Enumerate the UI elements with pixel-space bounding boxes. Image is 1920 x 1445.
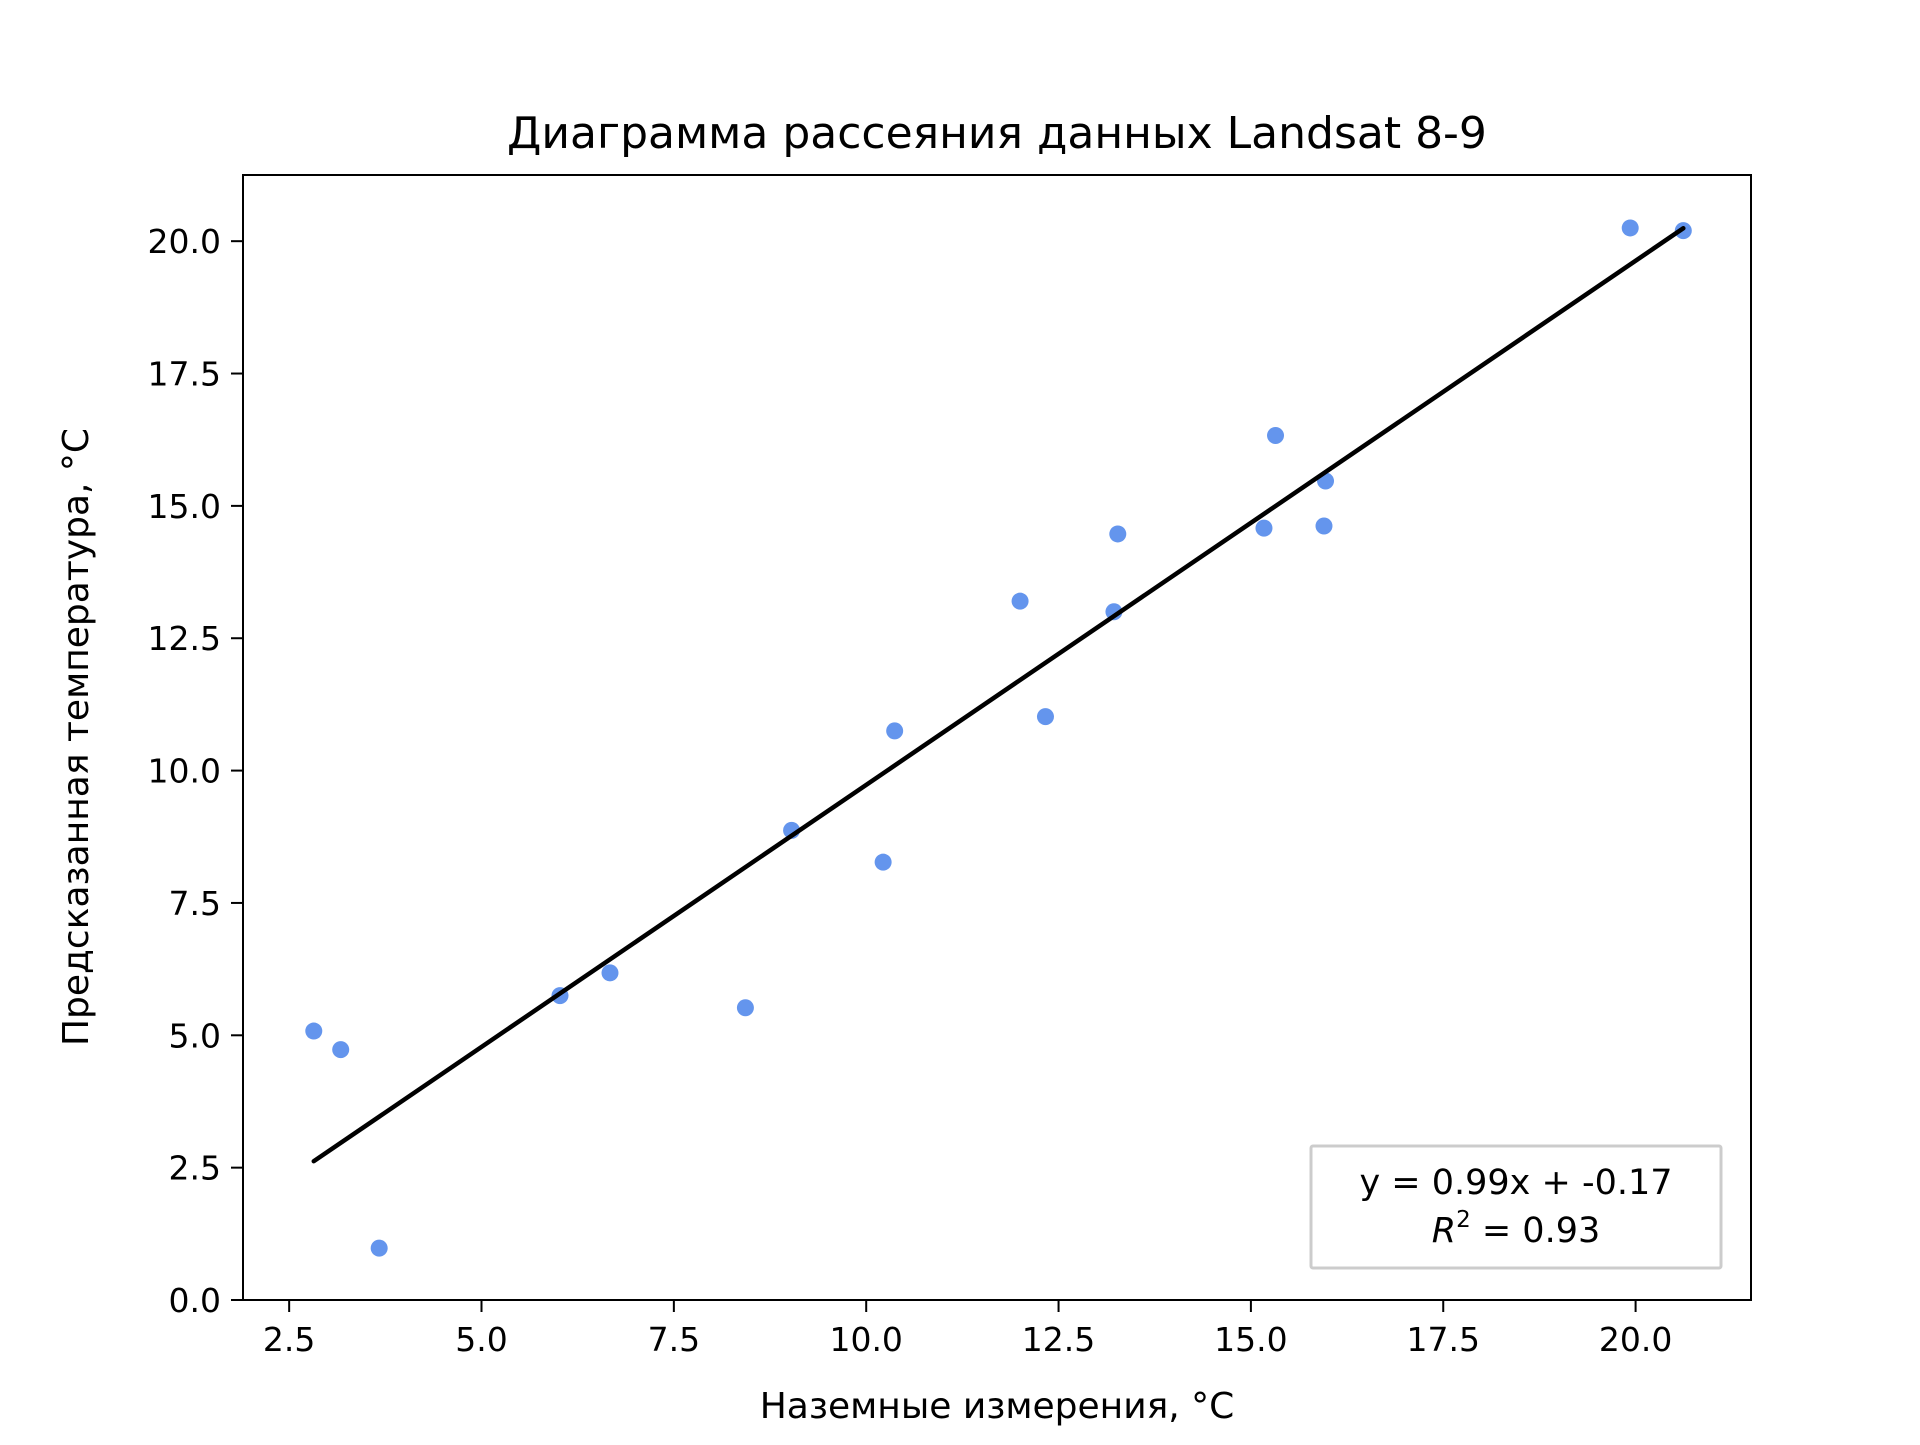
x-tick-label: 2.5: [263, 1320, 315, 1359]
r-value: = 0.93: [1471, 1211, 1601, 1251]
y-tick-label: 20.0: [148, 222, 221, 261]
y-tick-label: 7.5: [169, 884, 221, 923]
y-axis-ticks: 0.0 2.5 5.0 7.5 10.0 12.5 15.0 17.5 20.0: [148, 222, 243, 1320]
x-tick-label: 17.5: [1407, 1320, 1480, 1359]
scatter-point-18: [1621, 219, 1639, 237]
y-tick-label: 0.0: [169, 1281, 221, 1320]
regression-line: [311, 226, 1686, 1164]
y-tick-label: 2.5: [169, 1149, 221, 1188]
x-tick-label: 10.0: [829, 1320, 902, 1359]
scatter-point-5: [601, 964, 619, 982]
chart-title: Диаграмма рассеяния данных Landsat 8-9: [507, 108, 1487, 159]
r-symbol: R: [1432, 1211, 1456, 1251]
scatter-point-13: [1109, 525, 1127, 543]
regression-line-layer: [311, 226, 1686, 1164]
scatter-point-1: [305, 1022, 323, 1040]
legend-box: y = 0.99x + -0.17 R2 = 0.93: [1309, 1144, 1723, 1270]
y-tick-label: 15.0: [148, 487, 221, 526]
legend-frame: [1309, 1144, 1723, 1270]
scatter-point-16: [1315, 517, 1333, 535]
scatter-point-12: [1105, 603, 1123, 621]
scatter-point-6: [736, 999, 754, 1017]
r-exponent: 2: [1456, 1207, 1471, 1233]
y-tick-label: 17.5: [148, 355, 221, 394]
y-tick-label: 10.0: [148, 752, 221, 791]
scatter-point-3: [370, 1239, 388, 1257]
x-axis-ticks: 2.5 5.0 7.5 10.0 12.5 15.0 17.5 20.0: [263, 1300, 1672, 1359]
y-tick-label: 12.5: [148, 619, 221, 658]
x-tick-label: 12.5: [1022, 1320, 1095, 1359]
fit-equation: y = 0.99x + -0.17: [1359, 1163, 1672, 1203]
x-tick-label: 20.0: [1599, 1320, 1672, 1359]
scatter-point-9: [886, 722, 904, 740]
r-squared-label: R2 = 0.93: [1432, 1207, 1600, 1251]
scatter-points: [305, 219, 1692, 1257]
scatter-point-10: [1011, 592, 1029, 610]
scatter-point-2: [332, 1041, 350, 1059]
x-tick-label: 5.0: [455, 1320, 507, 1359]
scatter-point-15: [1267, 426, 1285, 444]
x-tick-label: 7.5: [648, 1320, 700, 1359]
y-tick-label: 5.0: [169, 1016, 221, 1055]
plot-frame: [242, 174, 1752, 1301]
scatter-point-11: [1036, 708, 1054, 726]
x-axis-label: Наземные измерения, °C: [760, 1386, 1235, 1427]
y-axis-label: Предсказанная температура, °C: [56, 428, 97, 1046]
x-tick-label: 15.0: [1214, 1320, 1287, 1359]
scatter-point-14: [1255, 519, 1273, 537]
scatter-point-8: [874, 853, 892, 871]
